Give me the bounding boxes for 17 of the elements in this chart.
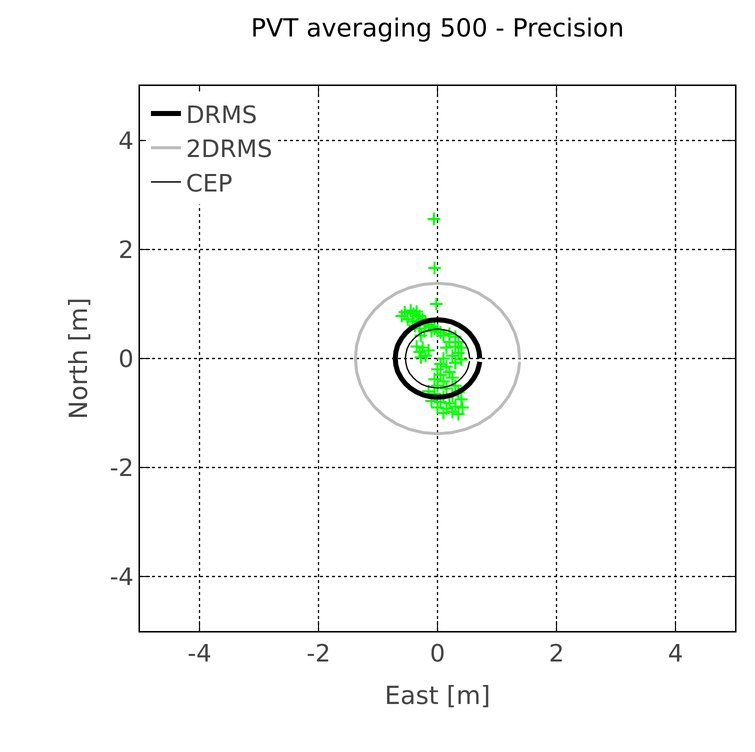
y-tick-label: -2 xyxy=(110,454,134,482)
legend-label: 2DRMS xyxy=(186,135,272,164)
chart-title: PVT averaging 500 - Precision xyxy=(250,13,624,42)
x-tick-label: 4 xyxy=(668,639,684,668)
y-tick-label: 0 xyxy=(118,344,134,373)
y-axis-title: North [m] xyxy=(64,298,93,420)
x-tick-label: -4 xyxy=(188,639,212,668)
y-tick-label: 4 xyxy=(118,126,134,155)
x-axis-title: East [m] xyxy=(384,681,490,710)
legend-label: DRMS xyxy=(186,100,258,129)
line-series xyxy=(354,282,522,436)
y-tick-label: -4 xyxy=(110,562,134,591)
x-tick-label: -2 xyxy=(306,639,330,668)
legend-label: CEP xyxy=(186,169,232,198)
x-tick-label: 2 xyxy=(548,639,564,668)
y-tick-label: 2 xyxy=(118,236,134,264)
x-tick-label: 0 xyxy=(430,639,446,668)
